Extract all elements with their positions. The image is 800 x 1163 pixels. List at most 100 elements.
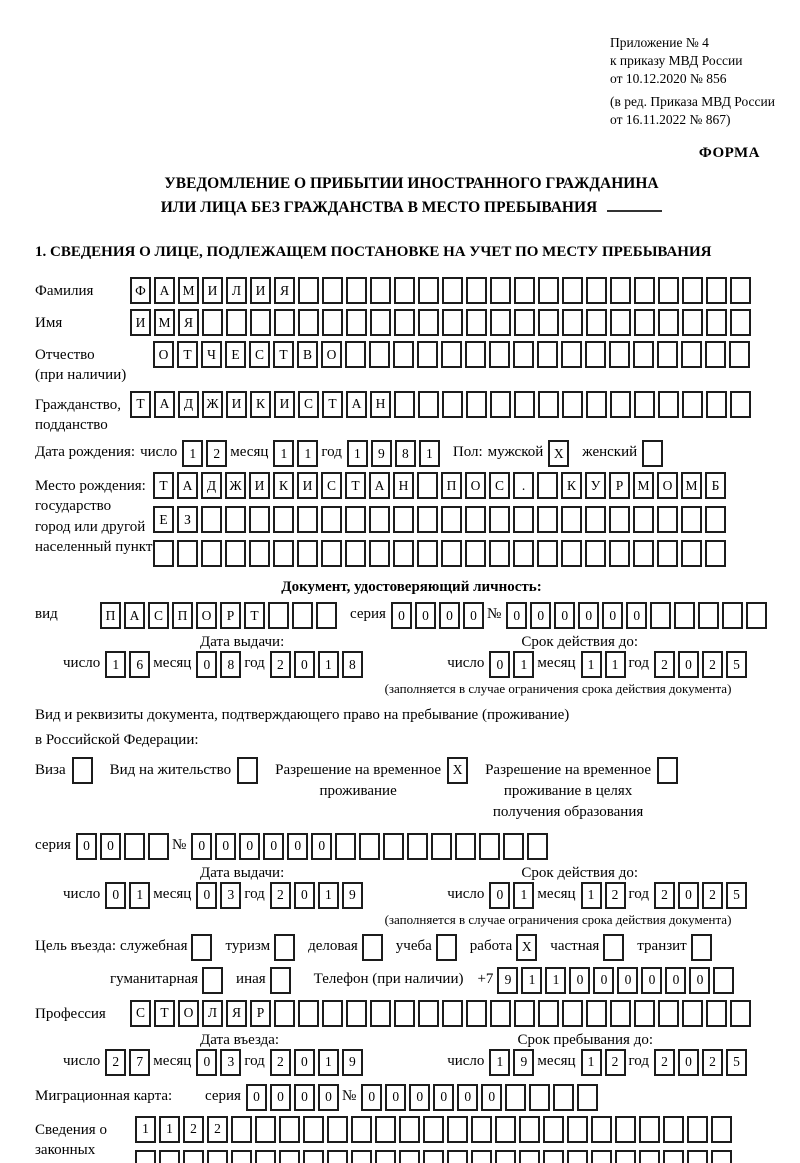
char-box[interactable] [639,1149,660,1163]
char-box[interactable] [585,540,606,568]
char-box[interactable] [537,506,558,534]
char-box[interactable] [658,999,679,1027]
purpose-study-checkbox[interactable] [435,933,460,961]
char-box[interactable] [489,540,510,568]
char-box[interactable]: 0 [626,602,648,630]
char-box[interactable]: 1 [129,881,151,909]
char-box[interactable]: 0 [481,1083,503,1111]
char-box[interactable]: Л [226,277,247,305]
char-box[interactable]: У [585,472,606,500]
char-box[interactable]: А [369,472,390,500]
char-box[interactable]: Ж [225,472,246,500]
char-box[interactable] [279,1149,300,1163]
char-box[interactable] [562,309,583,337]
char-box[interactable] [297,506,318,534]
char-box[interactable] [603,933,625,961]
char-box[interactable]: 0 [602,602,624,630]
char-box[interactable]: 0 [293,651,315,679]
char-box[interactable] [71,756,93,784]
char-box[interactable] [615,1115,636,1143]
char-box[interactable]: К [250,390,271,418]
char-box[interactable] [351,1115,372,1143]
char-box[interactable]: 8 [220,651,242,679]
char-box[interactable]: Я [274,277,295,305]
char-box[interactable]: А [124,602,145,630]
char-box[interactable]: 1 [182,440,204,468]
char-box[interactable]: С [249,341,270,369]
char-box[interactable]: X [516,933,538,961]
char-box[interactable] [225,506,246,534]
char-box[interactable] [585,506,606,534]
purpose-official-checkbox[interactable] [191,933,215,961]
char-box[interactable]: X [447,756,469,784]
char-box[interactable] [682,390,703,418]
char-box[interactable]: С [489,472,510,500]
char-box[interactable] [346,277,367,305]
char-box[interactable]: 0 [215,832,237,860]
char-box[interactable]: Р [250,999,271,1027]
char-box[interactable]: 0 [361,1083,383,1111]
char-box[interactable] [657,506,678,534]
char-box[interactable]: 2 [604,881,626,909]
char-box[interactable] [514,390,535,418]
char-box[interactable] [681,540,702,568]
temp-residence-checkbox[interactable]: X [447,756,471,784]
char-box[interactable] [538,390,559,418]
char-box[interactable]: О [465,472,486,500]
char-box[interactable]: 0 [293,881,315,909]
char-box[interactable] [537,472,558,500]
char-box[interactable] [705,540,726,568]
char-box[interactable] [249,506,270,534]
char-box[interactable] [591,1115,612,1143]
char-box[interactable] [269,966,291,994]
char-box[interactable] [730,309,751,337]
char-box[interactable]: М [681,472,702,500]
char-box[interactable]: Ч [201,341,222,369]
char-box[interactable] [490,277,511,305]
char-box[interactable] [489,506,510,534]
char-box[interactable]: 0 [593,966,615,994]
char-box[interactable]: П [172,602,193,630]
char-box[interactable] [639,1115,660,1143]
char-box[interactable]: Т [154,999,175,1027]
char-box[interactable] [729,341,750,369]
char-box[interactable] [274,309,295,337]
char-box[interactable] [514,999,535,1027]
char-box[interactable] [274,999,295,1027]
char-box[interactable] [495,1149,516,1163]
char-box[interactable]: 0 [438,602,460,630]
char-box[interactable] [394,277,415,305]
char-box[interactable] [465,540,486,568]
char-box[interactable] [447,1115,468,1143]
char-box[interactable] [561,540,582,568]
char-box[interactable] [585,341,606,369]
char-box[interactable]: 1 [159,1115,180,1143]
char-box[interactable] [465,506,486,534]
char-box[interactable]: С [321,472,342,500]
char-box[interactable]: 2 [269,1048,291,1076]
char-box[interactable]: 8 [394,440,416,468]
char-box[interactable] [418,999,439,1027]
char-box[interactable] [682,999,703,1027]
char-box[interactable]: 0 [196,1048,218,1076]
char-box[interactable] [394,390,415,418]
char-box[interactable] [505,1083,527,1111]
char-box[interactable]: 0 [506,602,528,630]
char-box[interactable] [441,341,462,369]
char-box[interactable] [225,540,246,568]
char-box[interactable] [562,390,583,418]
char-box[interactable]: А [346,390,367,418]
char-box[interactable]: 0 [196,651,218,679]
char-box[interactable] [577,1083,599,1111]
char-box[interactable] [490,309,511,337]
char-box[interactable]: 0 [457,1083,479,1111]
char-box[interactable]: Ф [130,277,151,305]
